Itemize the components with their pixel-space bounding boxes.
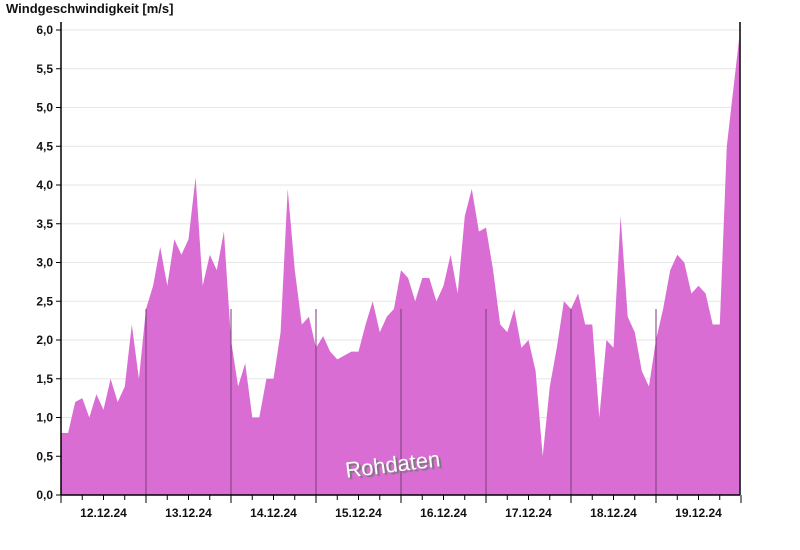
y-tick-label: 4,5	[36, 139, 53, 153]
y-tick-label: 5,5	[36, 62, 53, 76]
y-tick-label: 1,0	[36, 411, 53, 425]
wind-speed-area	[61, 37, 740, 496]
y-tick-label: 2,0	[36, 333, 53, 347]
y-tick-label: 5,0	[36, 101, 53, 115]
y-tick-label: 0,5	[36, 449, 53, 463]
y-tick-label: 3,5	[36, 217, 53, 231]
y-tick-label: 3,0	[36, 256, 53, 270]
x-tick-label: 14.12.24	[250, 506, 297, 520]
y-tick-label: 1,5	[36, 372, 53, 386]
x-tick-label: 18.12.24	[590, 506, 637, 520]
y-tick-label: 0,0	[36, 488, 53, 502]
chart-title: Windgeschwindigkeit [m/s]	[6, 1, 174, 16]
x-tick-label: 17.12.24	[505, 506, 552, 520]
x-tick-label: 16.12.24	[420, 506, 467, 520]
x-tick-label: 13.12.24	[165, 506, 212, 520]
y-tick-label: 4,0	[36, 178, 53, 192]
y-tick-label: 6,0	[36, 23, 53, 37]
x-tick-label: 19.12.24	[675, 506, 722, 520]
y-tick-label: 2,5	[36, 294, 53, 308]
x-tick-label: 12.12.24	[80, 506, 127, 520]
x-tick-label: 15.12.24	[335, 506, 382, 520]
